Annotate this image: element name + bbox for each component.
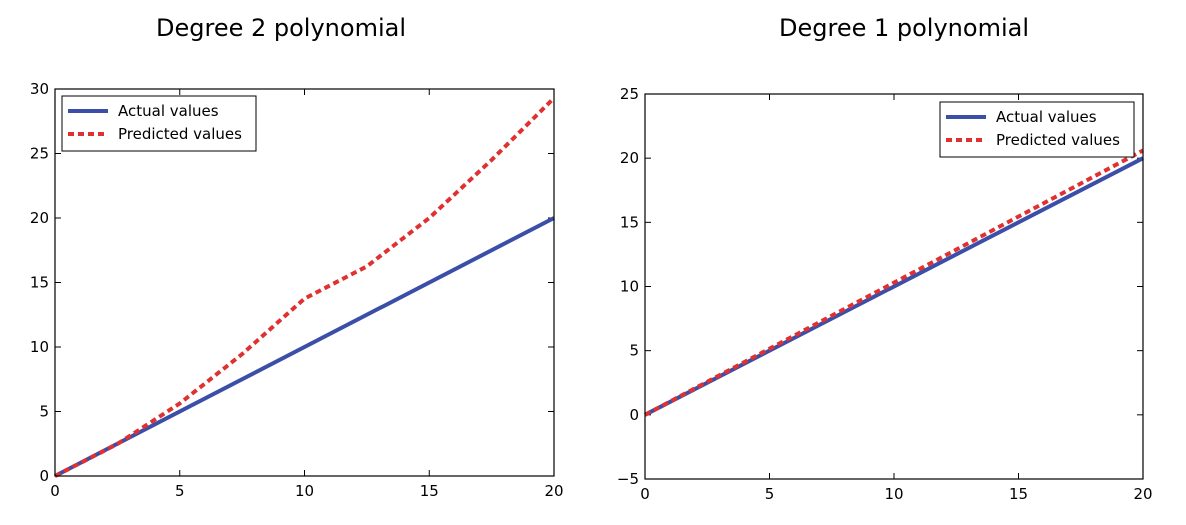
series-line-predicted [644,148,1144,417]
y-tick-label: 10 [620,278,639,296]
legend: Actual values Predicted values [939,101,1135,158]
y-tick-label: 30 [30,80,49,98]
y-tick-label: 0 [39,467,49,485]
x-tick-label: 10 [884,485,903,503]
y-tick-label: 20 [620,149,639,167]
y-tick-label: 0 [629,406,639,424]
x-tick-label: 20 [1133,485,1152,503]
legend-label-actual: Actual values [996,108,1097,126]
x-tick-label: 0 [640,485,650,503]
legend-box [61,95,257,152]
y-tick-label: 10 [30,338,49,356]
x-tick-label: 15 [420,482,439,500]
y-tick-label: 15 [30,274,49,292]
plot-frame [54,88,555,477]
y-tick-label: 5 [629,342,639,360]
y-tick-label: 25 [620,85,639,103]
y-tick-label: 15 [620,213,639,231]
chart-1: 0 5 10 15 20 0 5 10 15 20 25 30 Actual values Predict… [30,80,564,500]
x-tick-label: 20 [544,482,563,500]
chart-title-degree-1: Degree 1 polynomial [779,14,1029,42]
y-tick-label: 5 [39,403,49,421]
plot-frame [644,93,1144,480]
x-tick-label: 10 [295,482,314,500]
y-tick-label: −5 [617,470,639,488]
legend-box [939,101,1135,158]
legend-label-actual: Actual values [118,102,219,120]
legend: Actual values Predicted values [61,95,257,152]
y-tick-label: 25 [30,145,49,163]
legend-label-predicted: Predicted values [996,131,1120,149]
x-tick-label: 0 [50,482,60,500]
x-tick-label: 5 [765,485,775,503]
series-line-actual [54,216,555,478]
chart-title-degree-2: Degree 2 polynomial [156,14,406,42]
x-tick-label: 5 [175,482,185,500]
series-line-predicted [54,96,556,478]
legend-label-predicted: Predicted values [118,125,242,143]
x-tick-label: 15 [1009,485,1028,503]
y-tick-label: 20 [30,209,49,227]
